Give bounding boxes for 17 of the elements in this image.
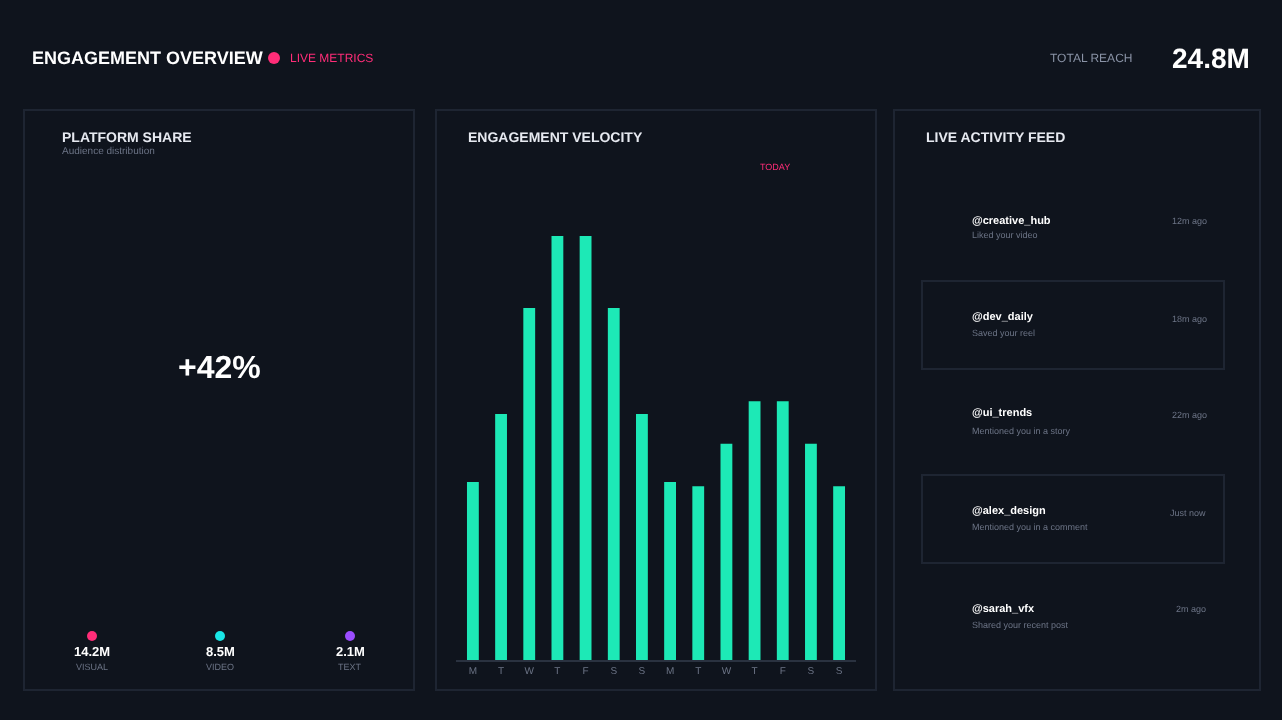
text: +42% (178, 352, 261, 386)
text: 24.8M (1172, 42, 1250, 74)
bar (579, 236, 592, 660)
bar (748, 401, 761, 660)
bar (776, 401, 789, 660)
bar (692, 486, 705, 660)
bar (551, 236, 564, 660)
bar (495, 414, 507, 660)
bar (466, 481, 479, 660)
bar (833, 486, 846, 660)
bar (523, 308, 536, 660)
bar (664, 481, 676, 660)
bar (805, 443, 817, 660)
text: ENGAGEMENT OVERVIEW (32, 48, 264, 68)
bar (720, 443, 733, 660)
bar (607, 308, 620, 660)
bar (636, 414, 648, 660)
